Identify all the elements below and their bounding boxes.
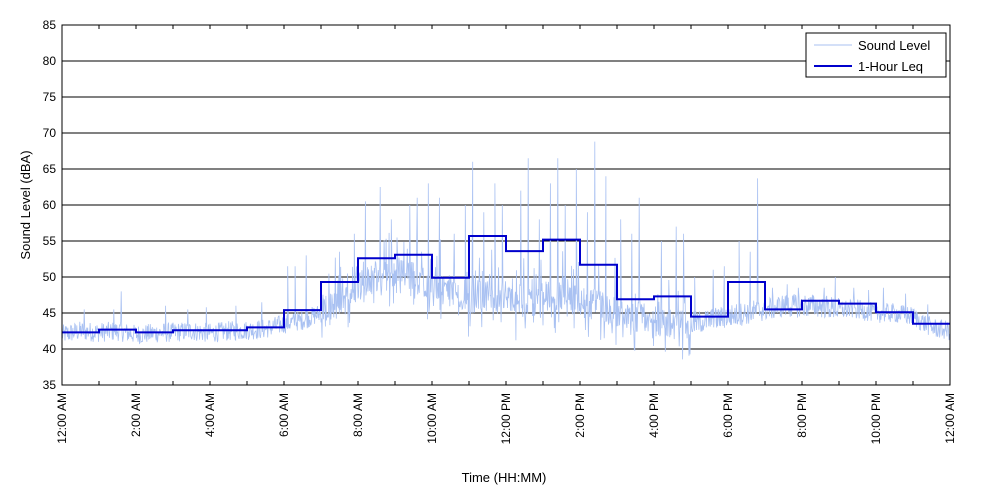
y-tick-label: 55 <box>43 234 57 248</box>
x-tick-label: 12:00 PM <box>499 393 513 444</box>
x-tick-label: 6:00 AM <box>277 393 291 437</box>
y-tick-label: 45 <box>43 306 57 320</box>
y-tick-label: 80 <box>43 54 57 68</box>
x-tick-label: 12:00 AM <box>55 393 69 444</box>
y-tick-label: 70 <box>43 126 57 140</box>
x-tick-label: 2:00 PM <box>573 393 587 438</box>
y-tick-label: 75 <box>43 90 57 104</box>
legend: Sound Level 1-Hour Leq <box>805 32 947 78</box>
y-tick-label: 50 <box>43 270 57 284</box>
x-tick-label: 6:00 PM <box>721 393 735 438</box>
y-tick-label: 40 <box>43 342 57 356</box>
x-tick-label: 4:00 PM <box>647 393 661 438</box>
x-tick-label: 8:00 PM <box>795 393 809 438</box>
x-tick-label: 8:00 AM <box>351 393 365 437</box>
y-axis-ticks: 35 40 45 50 55 60 65 70 75 80 85 <box>43 18 950 392</box>
legend-box <box>805 32 947 78</box>
x-axis-label: Time (HH:MM) <box>462 470 547 485</box>
x-tick-label: 10:00 PM <box>869 393 883 444</box>
y-tick-label: 60 <box>43 198 57 212</box>
leq-series <box>62 235 950 334</box>
x-tick-label: 4:00 AM <box>203 393 217 437</box>
grid-lines <box>62 60 950 350</box>
y-tick-label: 35 <box>43 378 57 392</box>
x-axis-ticks: 12:00 AM 2:00 AM 4:00 AM 6:00 AM 8:00 AM 10:0… <box>55 25 957 444</box>
y-tick-label: 65 <box>43 162 57 176</box>
leq-step-line <box>62 235 950 334</box>
x-tick-label: 12:00 AM <box>943 393 957 444</box>
legend-label-leq: 1-Hour Leq <box>858 59 923 74</box>
x-tick-label: 2:00 AM <box>129 393 143 437</box>
x-tick-label: 10:00 AM <box>425 393 439 444</box>
legend-label-sound-level: Sound Level <box>858 38 930 53</box>
y-tick-label: 85 <box>43 18 57 32</box>
y-axis-label: Sound Level (dBA) <box>18 150 33 259</box>
